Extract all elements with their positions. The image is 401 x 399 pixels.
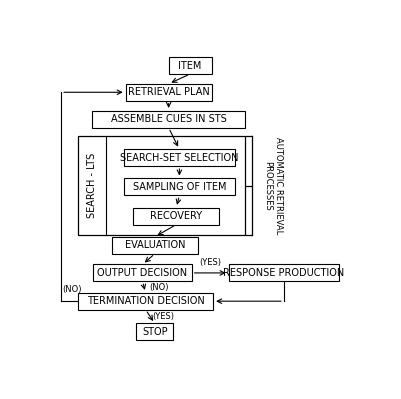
FancyBboxPatch shape: [126, 84, 212, 101]
FancyBboxPatch shape: [93, 265, 192, 281]
FancyBboxPatch shape: [112, 237, 198, 254]
Text: (YES): (YES): [199, 259, 221, 267]
Text: RESPONSE PRODUCTION: RESPONSE PRODUCTION: [223, 268, 344, 278]
FancyBboxPatch shape: [124, 178, 235, 196]
Text: RECOVERY: RECOVERY: [150, 211, 203, 221]
Text: SEARCH - LTS: SEARCH - LTS: [87, 153, 97, 218]
Text: SAMPLING OF ITEM: SAMPLING OF ITEM: [133, 182, 226, 192]
FancyBboxPatch shape: [136, 324, 173, 340]
FancyBboxPatch shape: [78, 293, 213, 310]
Text: SEARCH-SET SELECTION: SEARCH-SET SELECTION: [120, 153, 239, 163]
Text: (NO): (NO): [149, 282, 169, 292]
Text: EVALUATION: EVALUATION: [125, 240, 185, 250]
FancyBboxPatch shape: [229, 265, 339, 281]
Text: ASSEMBLE CUES IN STS: ASSEMBLE CUES IN STS: [111, 114, 227, 124]
Text: STOP: STOP: [142, 327, 168, 337]
FancyBboxPatch shape: [92, 111, 245, 128]
Text: OUTPUT DECISION: OUTPUT DECISION: [97, 268, 188, 278]
Text: RETRIEVAL PLAN: RETRIEVAL PLAN: [128, 87, 209, 97]
Text: (YES): (YES): [152, 312, 174, 321]
Text: AUTOMATIC RETRIEVAL
PROCESSES: AUTOMATIC RETRIEVAL PROCESSES: [263, 137, 283, 234]
FancyBboxPatch shape: [169, 57, 212, 74]
FancyBboxPatch shape: [78, 136, 245, 235]
FancyBboxPatch shape: [133, 207, 219, 225]
Text: (NO): (NO): [63, 284, 82, 294]
Text: TERMINATION DECISION: TERMINATION DECISION: [87, 296, 205, 306]
Text: ITEM: ITEM: [178, 61, 202, 71]
FancyBboxPatch shape: [124, 149, 235, 166]
